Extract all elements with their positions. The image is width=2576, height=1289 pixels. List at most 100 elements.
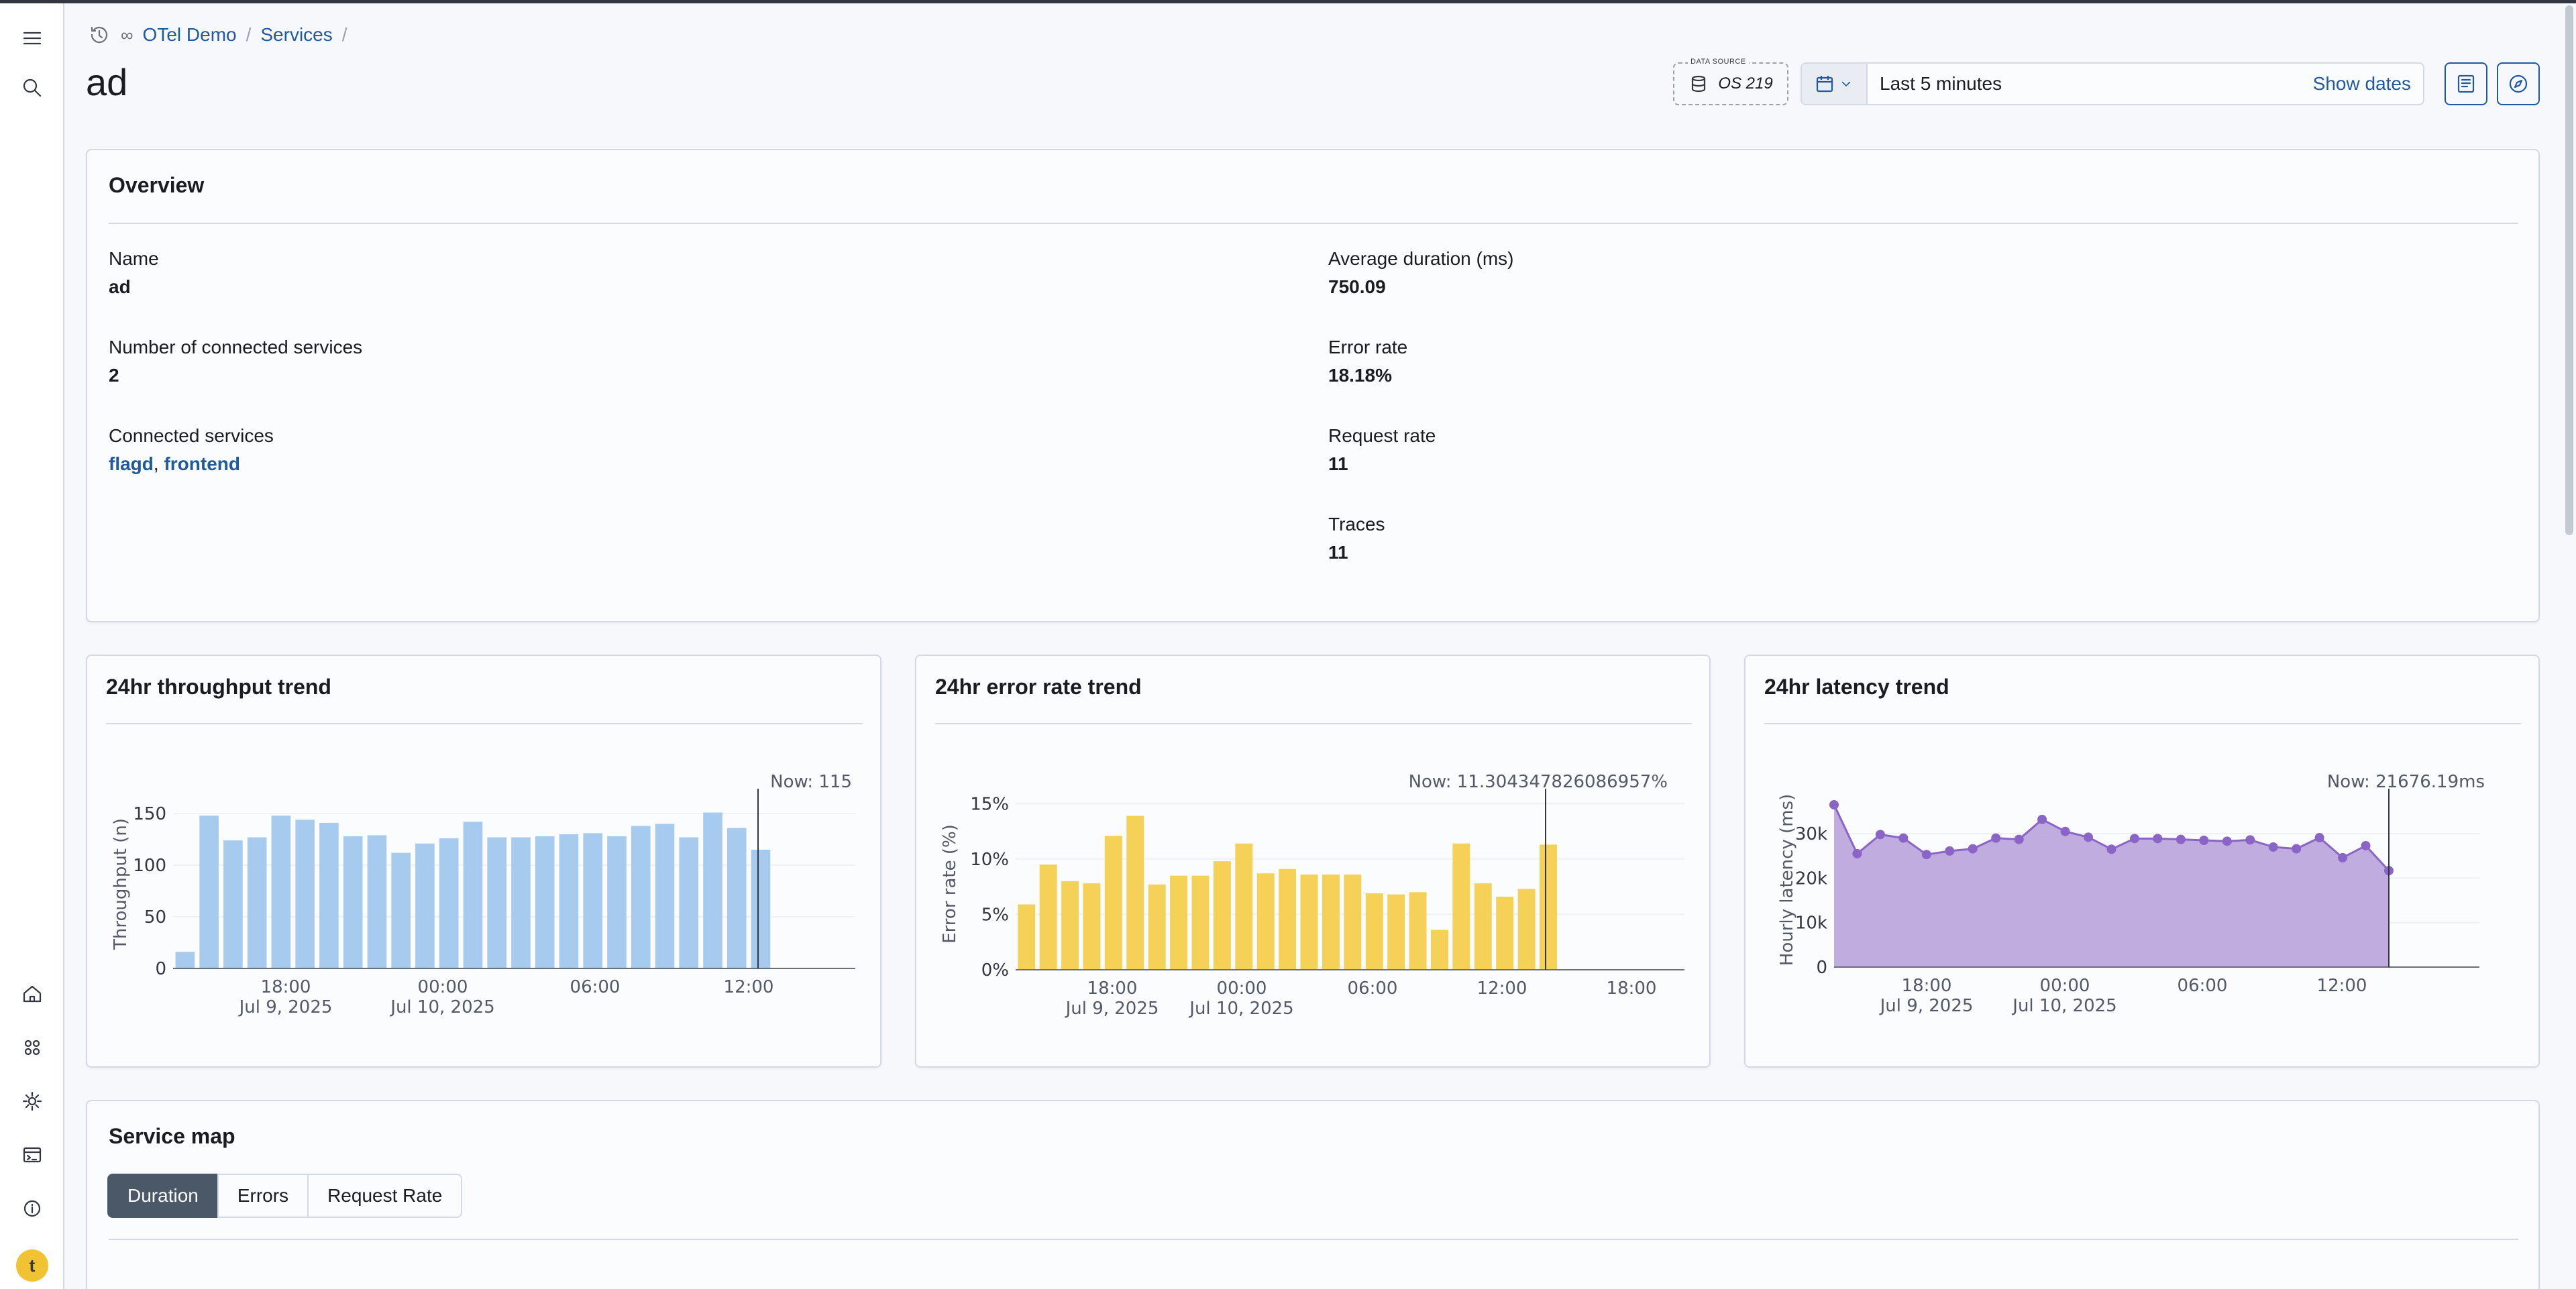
bar [1496, 896, 1514, 970]
data-point [2268, 842, 2278, 852]
data-point [2176, 834, 2186, 844]
now-annotation: Now: 21676.19ms [2327, 772, 2485, 792]
y-tick-label: 150 [133, 804, 166, 824]
throughput-trend-title: 24hr throughput trend [106, 675, 331, 699]
breadcrumb-services[interactable]: Services [260, 24, 333, 45]
x-tick-label: 06:00 [2178, 976, 2228, 996]
bar [631, 826, 651, 968]
x-tick-label: 12:00 [724, 977, 774, 997]
menu-icon[interactable] [12, 18, 52, 58]
notebook-button[interactable] [2445, 62, 2487, 105]
data-point [2129, 834, 2139, 844]
connected-services-label: Connected services [109, 425, 274, 446]
data-point [2060, 826, 2070, 836]
data-point [1829, 799, 1839, 809]
bar [487, 837, 506, 968]
x-tick-label: 12:00 [2317, 976, 2367, 996]
bar [391, 852, 411, 968]
data-point [2153, 834, 2163, 844]
bar [703, 812, 722, 968]
bar [1213, 861, 1231, 970]
quick-select-button[interactable] [1801, 62, 1868, 105]
x-tick-date-label: Jul 9, 2025 [238, 997, 333, 1017]
service-link-frontend[interactable]: frontend [164, 453, 240, 474]
bar [1430, 930, 1448, 970]
data-point [1991, 833, 2001, 843]
data-source-badge[interactable]: DATA SOURCE OS 219 [1673, 58, 1788, 105]
data-point [2222, 836, 2232, 846]
data-point [2199, 836, 2209, 845]
name-value: ad [109, 276, 131, 297]
bar [751, 849, 771, 968]
y-axis-label: Throughput (n) [111, 818, 131, 950]
explore-button[interactable] [2497, 62, 2540, 105]
x-tick-label: 18:00 [261, 977, 311, 997]
show-dates-button[interactable]: Show dates [2312, 73, 2411, 94]
bar [415, 843, 435, 968]
x-tick-label: 00:00 [2040, 976, 2090, 996]
service-link-flagd[interactable]: flagd [109, 453, 154, 474]
bar [1018, 904, 1036, 970]
bar [535, 836, 555, 968]
bar [679, 837, 699, 968]
date-range-label: Last 5 minutes [1880, 73, 2002, 94]
bar [1126, 816, 1144, 970]
y-tick-label: 10k [1795, 913, 1827, 934]
data-point [2361, 840, 2371, 850]
error-rate-chart[interactable]: 0% 5% 10% 15% Error rate (%) Now: 11.30434782… [916, 656, 1712, 1069]
bar [1344, 874, 1362, 970]
data-point [1852, 848, 1862, 858]
bar [511, 837, 531, 968]
binoculars-icon: ∞ [121, 24, 133, 45]
tab-errors[interactable]: Errors [217, 1174, 309, 1218]
history-icon[interactable] [87, 23, 111, 47]
y-tick-label: 30k [1795, 824, 1827, 844]
bar [295, 820, 315, 968]
bar [1387, 894, 1405, 970]
y-axis-label: Hourly latency (ms) [1777, 794, 1797, 966]
x-tick-date-label: Jul 10, 2025 [389, 997, 494, 1017]
bar [247, 837, 267, 968]
bar [1104, 836, 1122, 970]
bar [1061, 881, 1079, 970]
window-top-border [0, 0, 2576, 3]
bar [1300, 874, 1318, 970]
service-map-divider [109, 1239, 2518, 1240]
error-rate-trend-title: 24hr error rate trend [935, 675, 1142, 699]
user-avatar[interactable]: t [16, 1249, 48, 1282]
help-info-icon[interactable] [12, 1188, 52, 1229]
date-range-display[interactable]: Last 5 minutes Show dates [1868, 62, 2424, 105]
console-icon[interactable] [12, 1135, 52, 1175]
bar [1452, 843, 1470, 970]
breadcrumb-otel-demo[interactable]: OTel Demo [142, 24, 237, 45]
bar [1039, 864, 1057, 970]
apps-icon[interactable] [12, 1027, 52, 1068]
y-tick-label: 100 [133, 856, 166, 876]
bar [607, 836, 627, 968]
throughput-divider [106, 723, 863, 724]
bar [1474, 883, 1492, 970]
latency-area [1834, 804, 2389, 967]
service-map-title: Service map [109, 1124, 235, 1148]
breadcrumb-separator: / [246, 24, 252, 45]
y-tick-label: 0 [1816, 958, 1827, 978]
search-icon[interactable] [12, 68, 52, 108]
bar [655, 824, 675, 968]
y-tick-label: 0% [981, 960, 1009, 980]
bar [439, 838, 459, 968]
calendar-icon [1816, 76, 1833, 93]
settings-gear-icon[interactable] [12, 1081, 52, 1121]
data-source-caption: DATA SOURCE [1688, 58, 1749, 66]
tab-request-rate[interactable]: Request Rate [307, 1174, 463, 1218]
overview-divider [109, 223, 2518, 224]
tab-duration[interactable]: Duration [107, 1174, 219, 1218]
connected-count-value: 2 [109, 365, 119, 386]
home-icon[interactable] [12, 974, 52, 1014]
connected-services-list: flagd, frontend [109, 453, 240, 475]
error-rate-value: 18.18% [1328, 365, 1392, 386]
page-scrollbar[interactable] [2565, 5, 2573, 535]
latency-divider [1764, 723, 2521, 724]
now-annotation: Now: 115 [770, 772, 852, 792]
